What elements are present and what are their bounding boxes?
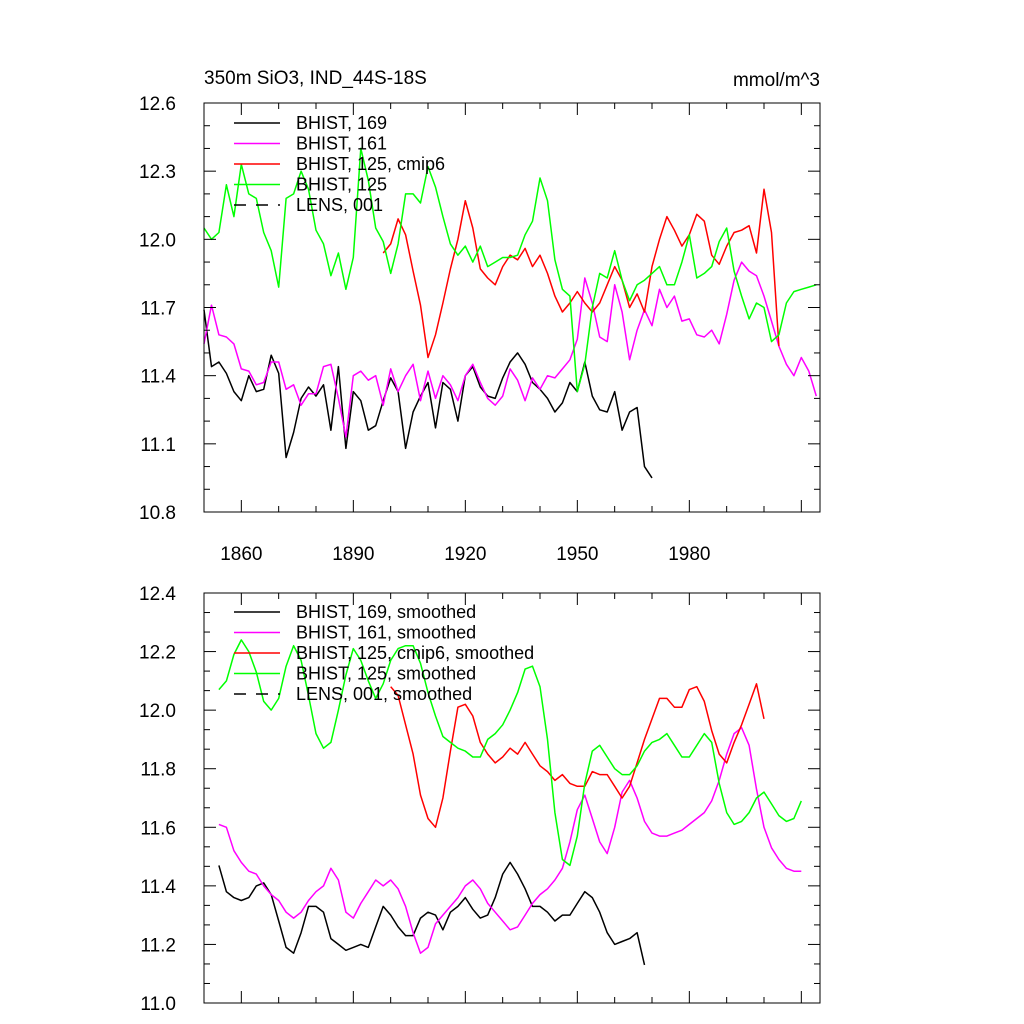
series-line-0-0 (203, 309, 653, 479)
legend-label: BHIST, 125 (296, 175, 387, 195)
top-series-group (203, 147, 818, 479)
legend-label: BHIST, 125, smoothed (296, 664, 476, 684)
x-tick-label: 1860 (220, 544, 262, 565)
y-tick-label: 12.2 (139, 643, 176, 664)
y-tick-label: 11.2 (140, 935, 176, 956)
y-tick-label: 12.4 (139, 584, 176, 605)
top-axes: 10.8 11.1 11.4 11.7 12.0 12.3 12.6 1860 1890 1920… (139, 94, 820, 565)
series-line-0-3 (203, 147, 817, 393)
y-tick-label: 12.0 (139, 230, 176, 251)
x-tick-label: 1950 (556, 544, 598, 565)
series-line-1-0 (218, 861, 646, 966)
series-line-0-1 (203, 261, 818, 438)
units-label: mmol/m^3 (733, 70, 820, 91)
y-tick-label: 11.8 (140, 760, 176, 781)
y-tick-label: 11.6 (140, 818, 176, 839)
legend-label: BHIST, 169 (296, 113, 387, 133)
legend-label: BHIST, 125, cmip6, smoothed (296, 643, 534, 663)
y-tick-label: 11.7 (140, 299, 176, 320)
legend-label: LENS, 001 (296, 195, 383, 215)
legend-label: BHIST, 161 (296, 134, 387, 154)
x-tick-label: 1890 (332, 544, 374, 565)
y-tick-label: 12.0 (139, 701, 176, 722)
top-plot-frame (203, 102, 821, 513)
series-line-1-3 (218, 639, 802, 867)
chart-title: 350m SiO3, IND_44S-18S (204, 68, 427, 89)
y-tick-label: 12.3 (139, 162, 176, 183)
legend-label: BHIST, 169, smoothed (296, 602, 476, 622)
bottom-axes: 11.0 11.2 11.4 11.6 11.8 12.0 12.2 12.4 (139, 584, 820, 1015)
y-tick-label: 11.4 (140, 877, 176, 898)
bottom-plot-frame (203, 592, 821, 1004)
x-tick-label: 1980 (668, 544, 710, 565)
legend-label: LENS, 001, smoothed (296, 684, 472, 704)
y-tick-label: 11.4 (140, 367, 176, 388)
y-tick-label: 12.6 (139, 94, 176, 115)
y-tick-label: 11.0 (140, 994, 176, 1015)
y-tick-label: 11.1 (140, 435, 176, 456)
series-line-1-2 (390, 683, 765, 829)
bottom-series-group (218, 639, 802, 966)
legend-label: BHIST, 125, cmip6 (296, 154, 445, 174)
series-line-0-2 (382, 188, 780, 359)
y-tick-label: 10.8 (139, 503, 176, 524)
series-line-1-1 (218, 726, 802, 954)
top-panel: 350m SiO3, IND_44S-18S mmol/m^3 BHIST, 1… (139, 68, 821, 565)
x-tick-label: 1920 (444, 544, 486, 565)
legend-label: BHIST, 161, smoothed (296, 623, 476, 643)
